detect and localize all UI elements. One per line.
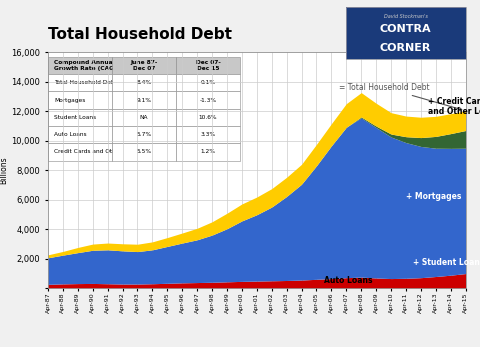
Text: CONTRA: CONTRA (380, 24, 432, 34)
Text: David Stockman's: David Stockman's (384, 14, 428, 19)
Text: + Mortgages: + Mortgages (406, 192, 461, 201)
Text: + Credit Cards
and Other Loans: + Credit Cards and Other Loans (428, 97, 480, 116)
Text: Auto Loans: Auto Loans (324, 277, 372, 286)
Text: CORNER: CORNER (380, 43, 432, 52)
Text: + Student Loans: + Student Loans (413, 259, 480, 268)
FancyBboxPatch shape (346, 7, 466, 59)
Y-axis label: Billions: Billions (0, 156, 9, 184)
Text: = Total Household Debt: = Total Household Debt (339, 83, 462, 110)
Text: Total Household Debt: Total Household Debt (48, 27, 232, 42)
